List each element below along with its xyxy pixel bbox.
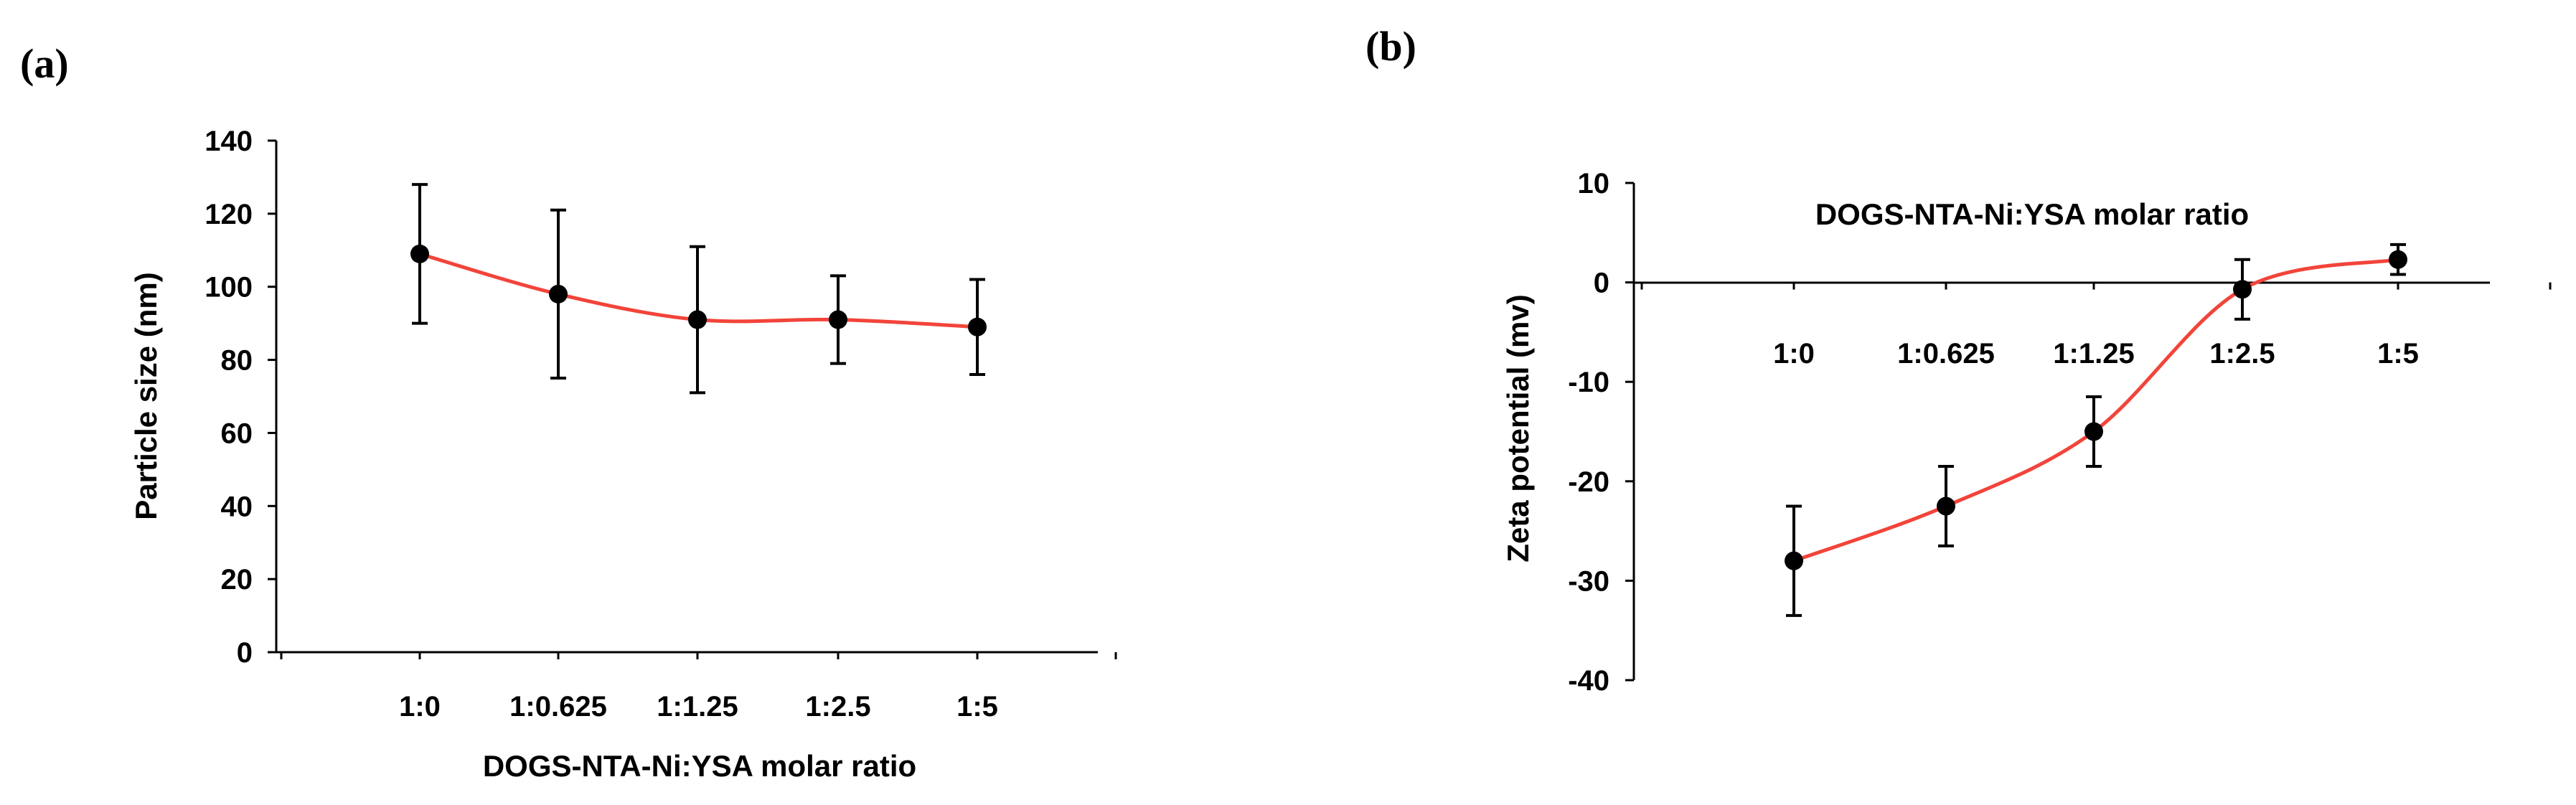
x-tick-label: 1:0.625 — [1897, 338, 1995, 369]
data-point — [688, 310, 707, 329]
y-tick-label: 120 — [205, 199, 253, 230]
y-tick-label: 10 — [1578, 168, 1610, 199]
x-ticks-b: 1:0 1:0.625 1:1.25 1:2.5 1:5 — [1640, 282, 2552, 369]
y-tick-label: 20 — [221, 564, 253, 595]
x-tick-label: 1:2.5 — [805, 691, 870, 722]
x-tick-label: 1:5 — [2377, 338, 2419, 369]
x-tick-label: 1:1.25 — [2053, 338, 2134, 369]
x-axis-title-b: DOGS-NTA-Ni:YSA molar ratio — [1815, 197, 2249, 231]
data-point — [2084, 422, 2103, 441]
data-points-b — [1785, 250, 2407, 570]
y-tick-label: 0 — [237, 637, 253, 669]
y-axis-title-b: Zeta potential (mv) — [1501, 294, 1535, 562]
chart-panel-b: (b) -40 -30 -20 -10 0 10 1:0 1:0.625 1:1.25 1:2.… — [1365, 23, 2552, 697]
data-point — [2233, 280, 2252, 299]
y-tick-label: -40 — [1568, 665, 1609, 697]
y-tick-label: 140 — [205, 126, 253, 157]
y-tick-label: 80 — [221, 345, 253, 377]
x-tick-label: 1:5 — [956, 691, 998, 722]
y-tick-label: -20 — [1568, 466, 1609, 498]
y-tick-label: 0 — [1594, 268, 1609, 299]
x-tick-label: 1:2.5 — [2209, 338, 2275, 369]
y-tick-label: 40 — [221, 491, 253, 522]
data-point — [410, 244, 429, 263]
data-point — [968, 317, 987, 336]
x-ticks-a: 1:0 1:0.625 1:1.25 1:2.5 1:5 — [280, 652, 1117, 722]
y-tick-label: 100 — [205, 272, 253, 303]
y-tick-label: 60 — [221, 418, 253, 449]
y-ticks-a: 0 20 40 60 80 100 120 140 — [205, 126, 276, 669]
error-bars-a — [412, 183, 985, 395]
data-points-a — [410, 244, 987, 336]
y-tick-label: -30 — [1568, 565, 1609, 597]
data-point — [1785, 551, 1803, 570]
series-line-b — [1793, 258, 2399, 563]
x-axis-title-a: DOGS-NTA-Ni:YSA molar ratio — [483, 749, 916, 783]
data-point — [1937, 496, 1955, 516]
panel-label-b: (b) — [1365, 23, 1416, 70]
data-point — [549, 284, 568, 303]
panel-label-a: (a) — [20, 40, 69, 87]
x-tick-label: 1:0 — [399, 691, 441, 722]
y-ticks-b: -40 -30 -20 -10 0 10 — [1568, 168, 1634, 697]
data-point — [829, 310, 847, 329]
data-point — [2389, 250, 2407, 269]
y-axis-title-a: Particle size (nm) — [129, 272, 163, 519]
x-tick-label: 1:0 — [1773, 338, 1815, 369]
y-tick-label: -10 — [1568, 367, 1609, 398]
x-tick-label: 1:1.25 — [657, 691, 738, 722]
x-tick-label: 1:0.625 — [509, 691, 607, 722]
